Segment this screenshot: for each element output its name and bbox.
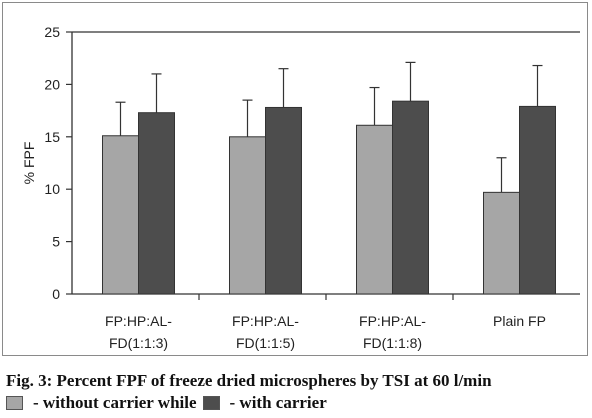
- figure-caption: Fig. 3: Percent FPF of freeze dried micr…: [6, 371, 492, 390]
- bar-chart: 0 5 10 15 20 25 % FPF FP:HP:AL- FD(1:1:3) FP:HP:A…: [21, 24, 580, 351]
- y-tick-label: 25: [44, 24, 60, 40]
- x-category-label: FP:HP:AL-: [232, 313, 299, 329]
- bar-without-carrier: [483, 191, 520, 295]
- y-tick-label: 0: [52, 286, 60, 302]
- y-axis-label: % FPF: [21, 142, 37, 185]
- bar-without-carrier: [229, 136, 266, 295]
- x-category-label: FP:HP:AL-: [359, 313, 426, 329]
- x-category-label: FD(1:1:8): [363, 335, 422, 351]
- legend-swatch-with-carrier: [202, 396, 220, 410]
- bar-without-carrier: [102, 135, 139, 295]
- x-category-label: FP:HP:AL-: [105, 313, 172, 329]
- y-tick-label: 20: [44, 76, 60, 92]
- y-tick-label: 10: [44, 181, 60, 197]
- y-tick-label: 5: [52, 234, 60, 250]
- legend: - without carrier while - with carrier: [6, 393, 333, 413]
- legend-label-without-carrier: - without carrier while: [33, 393, 197, 412]
- x-category-label: Plain FP: [493, 313, 546, 329]
- bar-without-carrier: [356, 124, 393, 295]
- legend-swatch-without-carrier: [6, 396, 23, 410]
- bar-with-carrier: [519, 105, 556, 295]
- y-tick-label: 15: [44, 129, 60, 145]
- legend-label-with-carrier: - with carrier: [229, 393, 327, 412]
- bar-with-carrier: [265, 106, 302, 295]
- bar-with-carrier: [138, 112, 175, 295]
- bar-with-carrier: [392, 100, 429, 295]
- x-category-label: FD(1:1:3): [109, 335, 168, 351]
- x-category-label: FD(1:1:5): [236, 335, 295, 351]
